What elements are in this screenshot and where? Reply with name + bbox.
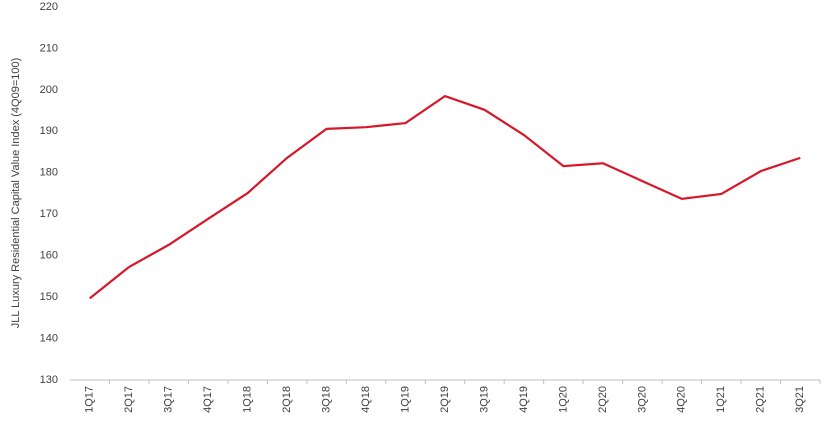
y-tick-label: 160 [40, 250, 58, 262]
x-tick-label: 4Q20 [676, 386, 688, 413]
y-tick-label: 170 [40, 208, 58, 220]
y-tick-label: 200 [40, 84, 58, 96]
x-tick-label: 2Q19 [439, 386, 451, 413]
x-tick-label: 2Q18 [281, 386, 293, 413]
y-tick-label: 180 [40, 167, 58, 179]
line-series [89, 94, 801, 300]
y-tick-label: 130 [40, 374, 58, 386]
x-tick-label: 3Q20 [636, 386, 648, 413]
y-axis-label: JLL Luxury Residential Capital Value Ind… [10, 58, 22, 329]
x-tick-label: 2Q17 [123, 386, 135, 413]
x-tick-label: 1Q17 [84, 386, 96, 413]
y-tick-label: 150 [40, 291, 58, 303]
x-tick-label: 4Q19 [518, 386, 530, 413]
x-tick-label: 1Q18 [242, 386, 254, 413]
y-tick-label: 140 [40, 332, 58, 344]
y-tick-label: 220 [40, 1, 58, 13]
x-tick-label: 3Q17 [163, 386, 175, 413]
x-tick-label: 1Q19 [399, 386, 411, 413]
x-tick-label: 1Q20 [557, 386, 569, 413]
x-tick-label: 4Q18 [360, 386, 372, 413]
y-tick-label: 210 [40, 42, 58, 54]
x-tick-label: 3Q18 [320, 386, 332, 413]
x-tick-label: 2Q21 [755, 386, 767, 413]
x-tick-label: 3Q21 [794, 386, 806, 413]
y-tick-label: 190 [40, 125, 58, 137]
x-tick-label: 2Q20 [597, 386, 609, 413]
x-tick-label: 4Q17 [202, 386, 214, 413]
x-tick-label: 3Q19 [478, 386, 490, 413]
x-tick-label: 1Q21 [715, 386, 727, 413]
